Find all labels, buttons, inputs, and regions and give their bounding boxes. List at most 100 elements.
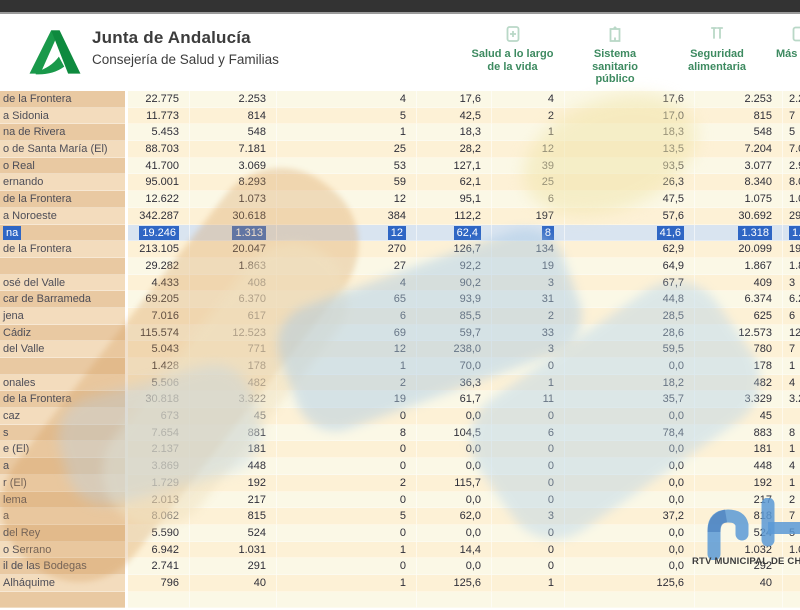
cell-confirmados-14d: 25 xyxy=(277,141,417,158)
nav-label: Sistema sanitario público xyxy=(565,48,665,86)
cell-poblacion: 41.700 xyxy=(128,158,190,175)
cell-confirmados-14d: 5 xyxy=(277,108,417,125)
cell-confirmados: 814 xyxy=(190,108,277,125)
cell-confirmados-7d: 8 xyxy=(492,225,565,242)
cell-confirmados: 815 xyxy=(190,508,277,525)
cell-confirmados: 20.047 xyxy=(190,241,277,258)
cell-tasa-14d: 127,1 xyxy=(417,158,492,175)
nav-item-salud-a-lo-largo-de-la-vida[interactable]: Salud a lo largo de la vida xyxy=(455,24,570,73)
cell-confirmados: 217 xyxy=(190,492,277,509)
cell-confirmados-7d: 3 xyxy=(492,508,565,525)
nav-item-seguridad-alimentaria[interactable]: Seguridad alimentaria xyxy=(663,24,771,73)
cell-curados: 40 xyxy=(695,575,783,592)
cell-extra-clipped: 19.4 xyxy=(783,241,800,258)
cell-extra-clipped: 6.2 xyxy=(783,291,800,308)
test-tubes-icon xyxy=(663,24,771,44)
org-subtitle: Consejería de Salud y Familias xyxy=(92,52,279,67)
cell-poblacion: 22.775 xyxy=(128,91,190,108)
cell-confirmados-7d: 197 xyxy=(492,208,565,225)
cell-confirmados-7d: 4 xyxy=(492,91,565,108)
cell-poblacion: 30.818 xyxy=(128,391,190,408)
cell-extra-clipped: 1 xyxy=(783,358,800,375)
cell-confirmados-7d: 0 xyxy=(492,492,565,509)
cell-extra-clipped: 6 xyxy=(783,308,800,325)
cell-extra-clipped: 1 xyxy=(783,441,800,458)
cell-poblacion: 12.622 xyxy=(128,191,190,208)
cell-tasa-7d: 47,5 xyxy=(565,191,695,208)
cell-confirmados-7d: 2 xyxy=(492,308,565,325)
cell-confirmados-14d: 27 xyxy=(277,258,417,275)
cell-curados: 3.077 xyxy=(695,158,783,175)
cell-tasa-7d: 0,0 xyxy=(565,408,695,425)
cell-tasa-7d: 62,9 xyxy=(565,241,695,258)
nav-item-mas[interactable]: Más xyxy=(776,24,800,61)
cell-extra-clipped: 5 xyxy=(783,525,800,542)
cell-confirmados-7d: 0 xyxy=(492,542,565,559)
cell-confirmados-14d: 5 xyxy=(277,508,417,525)
cell-tasa-7d: 18,2 xyxy=(565,375,695,392)
cell-confirmados-14d: 53 xyxy=(277,158,417,175)
cell-tasa-7d: 37,2 xyxy=(565,508,695,525)
cell-extra-clipped: 1 xyxy=(783,475,800,492)
nav-label: Seguridad alimentaria xyxy=(663,48,771,73)
municipality-name: de la Frontera xyxy=(0,91,128,108)
cell-tasa-7d: 93,5 xyxy=(565,158,695,175)
cell-tasa-14d: 62,4 xyxy=(417,225,492,242)
cell-tasa-7d: 0,0 xyxy=(565,358,695,375)
cell-curados: 1.075 xyxy=(695,191,783,208)
cell-tasa-7d: 28,6 xyxy=(565,325,695,342)
cell-poblacion: 796 xyxy=(128,575,190,592)
junta-de-andalucia-logo[interactable] xyxy=(28,24,82,80)
cell-tasa-7d: 57,6 xyxy=(565,208,695,225)
cell-confirmados: 1.863 xyxy=(190,258,277,275)
municipality-name: jena xyxy=(0,308,128,325)
cell-poblacion: 7.654 xyxy=(128,425,190,442)
cell-tasa-14d: 0,0 xyxy=(417,408,492,425)
cell-curados: 815 xyxy=(695,108,783,125)
cell-curados: 292 xyxy=(695,558,783,575)
cell-tasa-7d: 17,6 xyxy=(565,91,695,108)
municipality-name xyxy=(0,258,128,275)
cell-tasa-7d: 125,6 xyxy=(565,575,695,592)
cell-tasa-14d: 95,1 xyxy=(417,191,492,208)
cell-poblacion: 673 xyxy=(128,408,190,425)
cell-confirmados-7d: 11 xyxy=(492,391,565,408)
cell-confirmados: 1.073 xyxy=(190,191,277,208)
cell-confirmados-7d: 1 xyxy=(492,124,565,141)
cell-confirmados-14d: 4 xyxy=(277,91,417,108)
cell-confirmados-7d: 25 xyxy=(492,174,565,191)
cell-tasa-14d: 125,6 xyxy=(417,575,492,592)
nav-item-sistema-sanitario-publico[interactable]: Sistema sanitario público xyxy=(565,24,665,86)
